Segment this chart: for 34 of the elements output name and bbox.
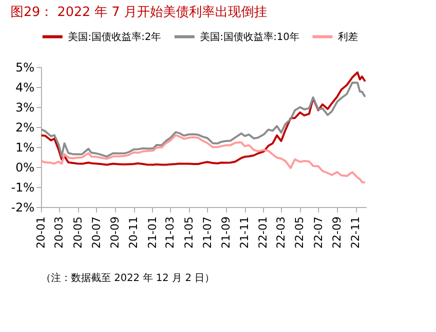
line-series bbox=[41, 71, 366, 166]
x-tick-label: 21-11 bbox=[238, 216, 252, 248]
y-tick-label: 0% bbox=[15, 160, 34, 174]
x-tick-label: 20-07 bbox=[90, 216, 103, 248]
x-tick-label: 22-05 bbox=[293, 216, 306, 248]
x-tick-label: 22-01 bbox=[256, 216, 270, 248]
x-tick-label: 20-01 bbox=[34, 216, 48, 248]
x-tick-label: 21-07 bbox=[200, 216, 214, 248]
x-tick-label: 22-07 bbox=[312, 216, 325, 248]
legend-label: 利差 bbox=[338, 30, 358, 43]
line-series bbox=[41, 134, 366, 184]
chart-title: 图29： 2022 年 7 月开始美债利率出现倒挂 bbox=[10, 4, 268, 20]
y-tick-label: 3% bbox=[15, 100, 34, 114]
y-tick-label: -2% bbox=[11, 200, 34, 214]
x-tick-label: 20-11 bbox=[127, 216, 140, 248]
text: （注：数据截至 2022 年 12 月 2 日） bbox=[41, 272, 215, 284]
x-tick-label: 20-05 bbox=[71, 216, 84, 248]
x-tick-label: 21-03 bbox=[164, 216, 177, 248]
x-tick-label: 20-09 bbox=[108, 216, 122, 248]
y-tick-label: 1% bbox=[15, 140, 34, 154]
y-tick-label: 2% bbox=[15, 120, 34, 134]
y-tick-label: 4% bbox=[15, 80, 34, 94]
legend-label: 美国:国债收益率:2年 bbox=[68, 30, 162, 43]
x-tick-label: 22-03 bbox=[274, 216, 288, 248]
x-tick-label: 21-09 bbox=[220, 216, 233, 248]
x-tick-label: 21-05 bbox=[182, 216, 196, 248]
x-tick-label: 22-09 bbox=[330, 216, 344, 248]
x-tick-label: 21-01 bbox=[146, 216, 159, 248]
line-series bbox=[41, 82, 366, 158]
x-tick-label: 20-03 bbox=[52, 216, 66, 248]
y-tick-label: 5% bbox=[15, 60, 34, 74]
legend-label: 美国:国债收益率:10年 bbox=[200, 30, 300, 43]
x-tick-label: 22-11 bbox=[349, 216, 362, 248]
y-tick-label: -1% bbox=[11, 180, 34, 194]
